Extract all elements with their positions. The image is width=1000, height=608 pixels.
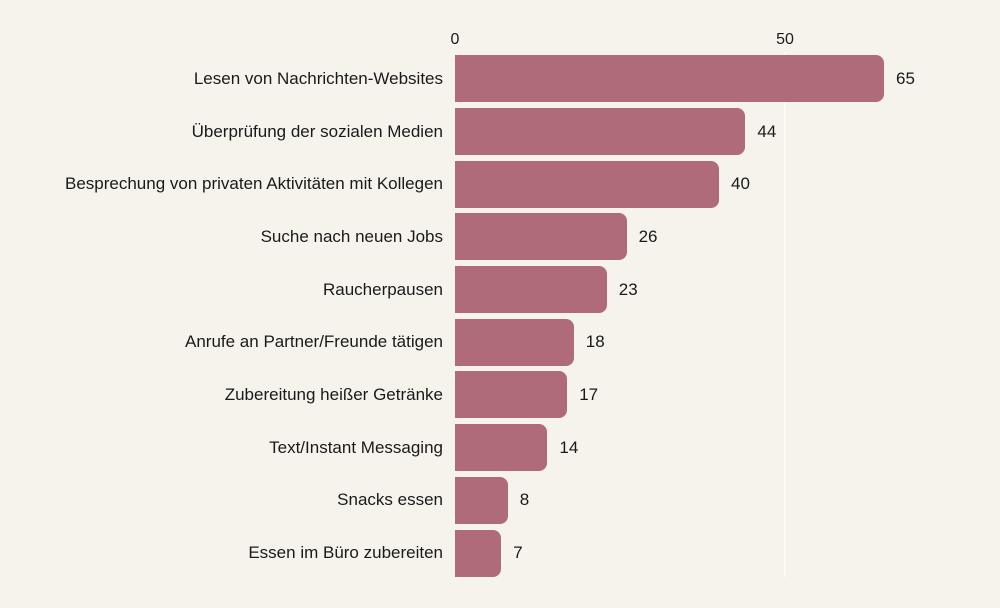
bar-row: Snacks essen 8 (0, 474, 1000, 527)
bar (455, 213, 627, 261)
value-label: 44 (757, 121, 777, 141)
x-axis-tick-50: 50 (776, 31, 794, 48)
category-label: Raucherpausen (322, 279, 443, 299)
value-label: 17 (579, 384, 599, 404)
gridline-50 (784, 52, 786, 577)
bar (455, 55, 884, 103)
bar (455, 160, 719, 208)
category-label: Text/Instant Messaging (269, 437, 443, 457)
value-label: 65 (896, 68, 915, 88)
bar (455, 266, 607, 314)
bar-row: Essen im Büro zubereiten 7 (0, 527, 1000, 580)
value-label: 23 (618, 279, 638, 299)
value-label: 8 (519, 490, 530, 510)
category-label: Lesen von Nachrichten-Websites (193, 68, 443, 88)
x-axis-tick-0: 0 (450, 31, 460, 48)
category-label: Snacks essen (337, 490, 443, 510)
value-label: 14 (559, 437, 579, 457)
bar-row: Lesen von Nachrichten-Websites 65 (0, 53, 1000, 106)
bar (455, 108, 746, 156)
value-label: 26 (638, 226, 658, 246)
bar-row: Raucherpausen 23 (0, 263, 1000, 316)
bar (455, 318, 574, 366)
bar (455, 476, 508, 524)
bar (455, 529, 502, 577)
bar-rows: Lesen von Nachrichten-Websites 65 Überpr… (0, 53, 1000, 580)
bar-row: Anrufe an Partner/Freunde tätigen 18 (0, 316, 1000, 369)
bar-row: Überprüfung der sozialen Medien 44 (0, 105, 1000, 158)
category-label: Anrufe an Partner/Freunde tätigen (185, 332, 443, 352)
bar-row: Besprechung von privaten Aktivitäten mit… (0, 158, 1000, 211)
bar (455, 424, 548, 472)
bar (455, 371, 568, 419)
bar-row: Text/Instant Messaging 14 (0, 421, 1000, 474)
value-label: 18 (585, 332, 605, 352)
category-label: Besprechung von privaten Aktivitäten mit… (64, 174, 443, 194)
value-label: 40 (731, 174, 750, 194)
category-label: Suche nach neuen Jobs (260, 226, 443, 246)
category-label: Überprüfung der sozialen Medien (191, 121, 443, 141)
bar-row: Suche nach neuen Jobs 26 (0, 211, 1000, 264)
value-label: 7 (513, 543, 523, 563)
category-label: Essen im Büro zubereiten (248, 543, 443, 563)
bar-row: Zubereitung heißer Getränke 17 (0, 369, 1000, 422)
category-label: Zubereitung heißer Getränke (224, 384, 443, 404)
